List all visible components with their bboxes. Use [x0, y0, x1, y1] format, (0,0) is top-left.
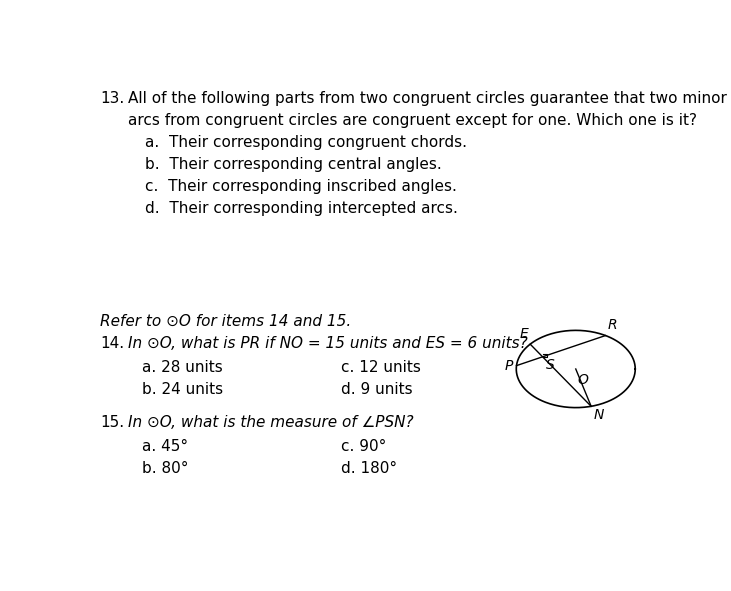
Text: d.  Their corresponding intercepted arcs.: d. Their corresponding intercepted arcs.	[145, 200, 458, 216]
Text: b.  Their corresponding central angles.: b. Their corresponding central angles.	[145, 157, 442, 172]
Text: 14.: 14.	[100, 336, 124, 351]
Text: In ⊙O, what is the measure of ∠PSN?: In ⊙O, what is the measure of ∠PSN?	[128, 415, 414, 430]
Text: a.  Their corresponding congruent chords.: a. Their corresponding congruent chords.	[145, 135, 467, 150]
Text: P: P	[504, 359, 513, 372]
Text: E: E	[520, 327, 528, 341]
Text: c.  Their corresponding inscribed angles.: c. Their corresponding inscribed angles.	[145, 178, 457, 194]
Text: All of the following parts from two congruent circles guarantee that two minor: All of the following parts from two cong…	[128, 92, 727, 106]
Text: arcs from congruent circles are congruent except for one. Which one is it?: arcs from congruent circles are congruen…	[128, 113, 697, 128]
Text: Refer to ⊙O for items 14 and 15.: Refer to ⊙O for items 14 and 15.	[100, 314, 351, 329]
Text: a. 45°: a. 45°	[143, 439, 189, 454]
Text: d. 9 units: d. 9 units	[341, 382, 412, 397]
Text: a. 28 units: a. 28 units	[143, 361, 223, 375]
Text: In ⊙O, what is PR if NO = 15 units and ES = 6 units?: In ⊙O, what is PR if NO = 15 units and E…	[128, 336, 528, 351]
Text: S: S	[546, 358, 555, 372]
Text: O: O	[577, 374, 588, 387]
Text: 15.: 15.	[100, 415, 124, 430]
Text: 13.: 13.	[100, 92, 124, 106]
Text: b. 80°: b. 80°	[143, 461, 189, 476]
Text: b. 24 units: b. 24 units	[143, 382, 224, 397]
Text: c. 90°: c. 90°	[341, 439, 386, 454]
Text: d. 180°: d. 180°	[341, 461, 397, 476]
Text: N: N	[593, 408, 604, 422]
Text: c. 12 units: c. 12 units	[341, 361, 420, 375]
Text: R: R	[607, 319, 617, 332]
